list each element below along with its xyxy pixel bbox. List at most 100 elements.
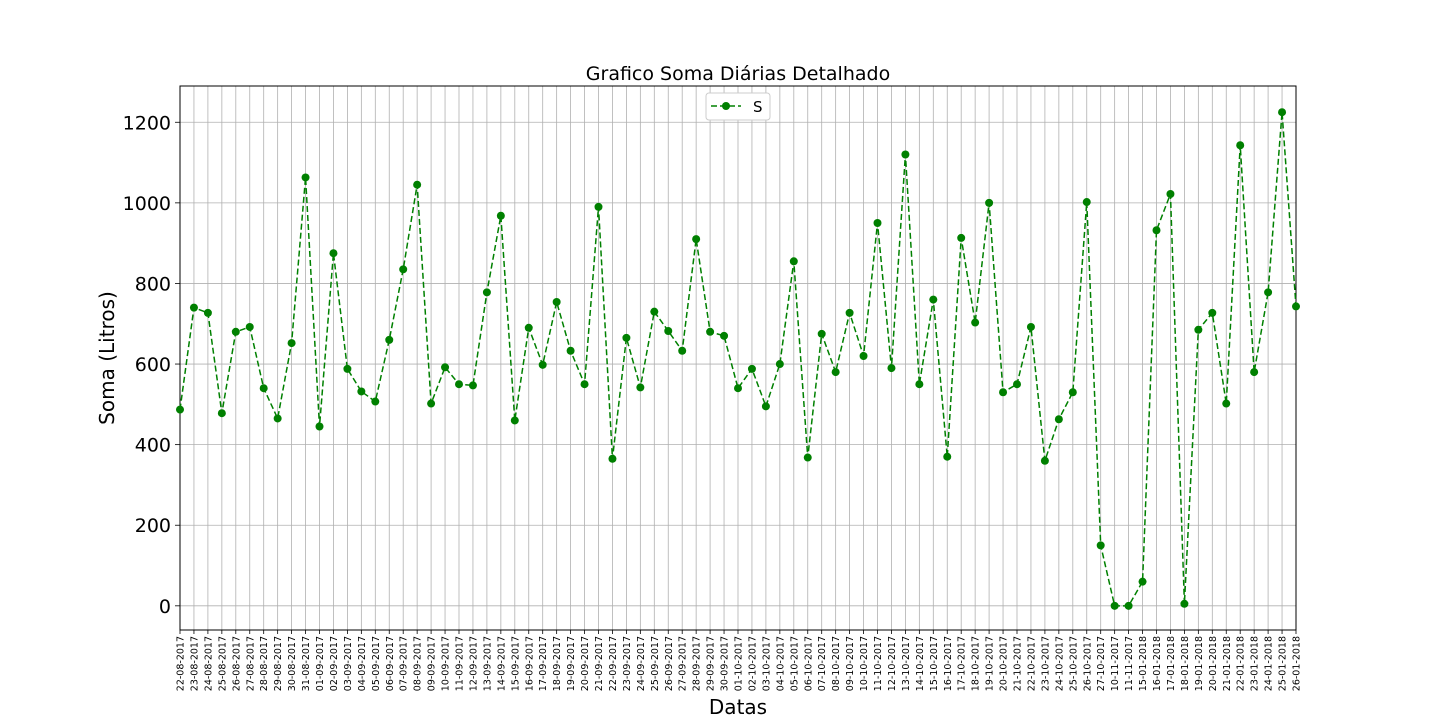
x-tick-label: 26-10-2017 <box>1082 636 1093 691</box>
data-point <box>1166 189 1175 198</box>
data-point <box>427 399 436 408</box>
data-point <box>999 388 1008 397</box>
x-tick-label: 30-08-2017 <box>287 636 298 691</box>
x-tick-label: 08-09-2017 <box>413 636 424 691</box>
data-point <box>887 364 896 373</box>
y-tick-label: 600 <box>135 354 171 376</box>
x-tick-label: 31-08-2017 <box>301 636 312 691</box>
x-tick-label: 23-01-2018 <box>1250 636 1261 691</box>
data-point <box>692 235 701 244</box>
x-tick-label: 06-10-2017 <box>803 636 814 691</box>
data-point <box>496 211 505 220</box>
y-axis-title: Soma (Litros) <box>95 291 119 425</box>
x-tick-label: 26-09-2017 <box>664 636 675 691</box>
data-point <box>217 409 226 418</box>
x-tick-label: 20-10-2017 <box>999 636 1010 691</box>
data-point <box>176 405 184 414</box>
data-point <box>259 384 268 393</box>
data-point <box>1040 456 1049 465</box>
y-tick-label: 1000 <box>123 193 171 215</box>
data-point <box>385 335 394 344</box>
x-tick-label: 21-01-2018 <box>1222 636 1233 691</box>
data-point <box>1222 399 1231 408</box>
grid-layer <box>179 86 1297 630</box>
data-point <box>1096 541 1105 550</box>
data-point <box>482 288 491 297</box>
x-tick-label: 29-09-2017 <box>706 636 717 691</box>
data-point <box>971 318 980 327</box>
data-point <box>538 360 547 369</box>
x-tick-label: 10-11-2017 <box>1110 636 1121 691</box>
data-point <box>1054 415 1063 424</box>
x-tick-label: 10-10-2017 <box>859 636 870 691</box>
data-point <box>1068 388 1077 397</box>
data-point <box>650 307 659 316</box>
x-tick-label: 23-10-2017 <box>1040 636 1051 691</box>
data-point <box>1082 198 1091 207</box>
x-tick-label: 15-09-2017 <box>510 636 521 691</box>
x-tick-label: 15-10-2017 <box>929 636 940 691</box>
data-point <box>985 198 994 207</box>
data-point <box>273 414 282 423</box>
data-point <box>1013 380 1021 389</box>
x-tick-label: 27-09-2017 <box>678 636 689 691</box>
data-point <box>189 303 198 312</box>
data-point <box>468 381 477 390</box>
data-point <box>608 454 617 463</box>
x-tick-label: 28-09-2017 <box>692 636 703 691</box>
data-point <box>315 422 324 431</box>
data-point <box>566 346 575 355</box>
data-point <box>510 416 519 425</box>
data-point <box>580 380 589 389</box>
data-point <box>301 173 310 182</box>
x-tick-label: 22-10-2017 <box>1026 636 1037 691</box>
data-point <box>441 363 450 372</box>
x-tick-label: 14-09-2017 <box>496 636 507 691</box>
data-point <box>720 331 729 340</box>
data-point <box>775 360 784 369</box>
data-point <box>413 180 422 189</box>
x-tick-label: 19-09-2017 <box>566 636 577 691</box>
data-point <box>929 295 938 304</box>
data-point <box>957 233 966 242</box>
x-tick-label: 11-09-2017 <box>455 636 466 691</box>
x-tick-label: 14-10-2017 <box>915 636 926 691</box>
data-point <box>357 387 366 396</box>
data-point <box>873 219 882 228</box>
data-point <box>664 327 673 336</box>
data-point <box>789 257 798 266</box>
data-point <box>943 452 952 461</box>
x-tick-label: 24-01-2018 <box>1264 636 1275 691</box>
x-tick-label: 13-09-2017 <box>482 636 493 691</box>
x-tick-label: 24-09-2017 <box>636 636 647 691</box>
x-tick-label: 21-10-2017 <box>1013 636 1024 691</box>
x-tick-label: 02-09-2017 <box>329 636 340 691</box>
y-tick-label: 400 <box>135 435 171 457</box>
x-tick-label: 09-10-2017 <box>845 636 856 691</box>
data-point <box>1152 226 1161 235</box>
x-tick-label: 23-09-2017 <box>622 636 633 691</box>
data-point <box>1292 302 1300 311</box>
data-point <box>1208 308 1217 317</box>
data-point <box>1026 322 1035 331</box>
x-tick-label: 21-09-2017 <box>594 636 605 691</box>
x-tick-label: 03-09-2017 <box>343 636 354 691</box>
x-axis-ticks: 22-08-2017 23-08-2017 24-08-2017 25-08-2017… <box>176 630 1303 691</box>
x-tick-label: 19-01-2018 <box>1194 636 1205 691</box>
x-tick-label: 07-09-2017 <box>399 636 410 691</box>
data-point <box>371 397 380 406</box>
x-tick-label: 25-01-2018 <box>1278 636 1289 691</box>
x-tick-label: 17-09-2017 <box>538 636 549 691</box>
x-tick-label: 23-08-2017 <box>189 636 200 691</box>
x-tick-label: 30-09-2017 <box>720 636 731 691</box>
legend-marker-swatch <box>722 102 730 110</box>
x-tick-label: 02-10-2017 <box>747 636 758 691</box>
data-point <box>901 150 910 159</box>
data-point <box>1236 141 1245 150</box>
x-tick-label: 22-01-2018 <box>1236 636 1247 691</box>
data-point <box>1194 325 1203 334</box>
legend-entry-label: S <box>753 98 763 116</box>
data-point <box>594 202 603 211</box>
data-point <box>803 453 812 462</box>
data-point <box>552 297 561 306</box>
